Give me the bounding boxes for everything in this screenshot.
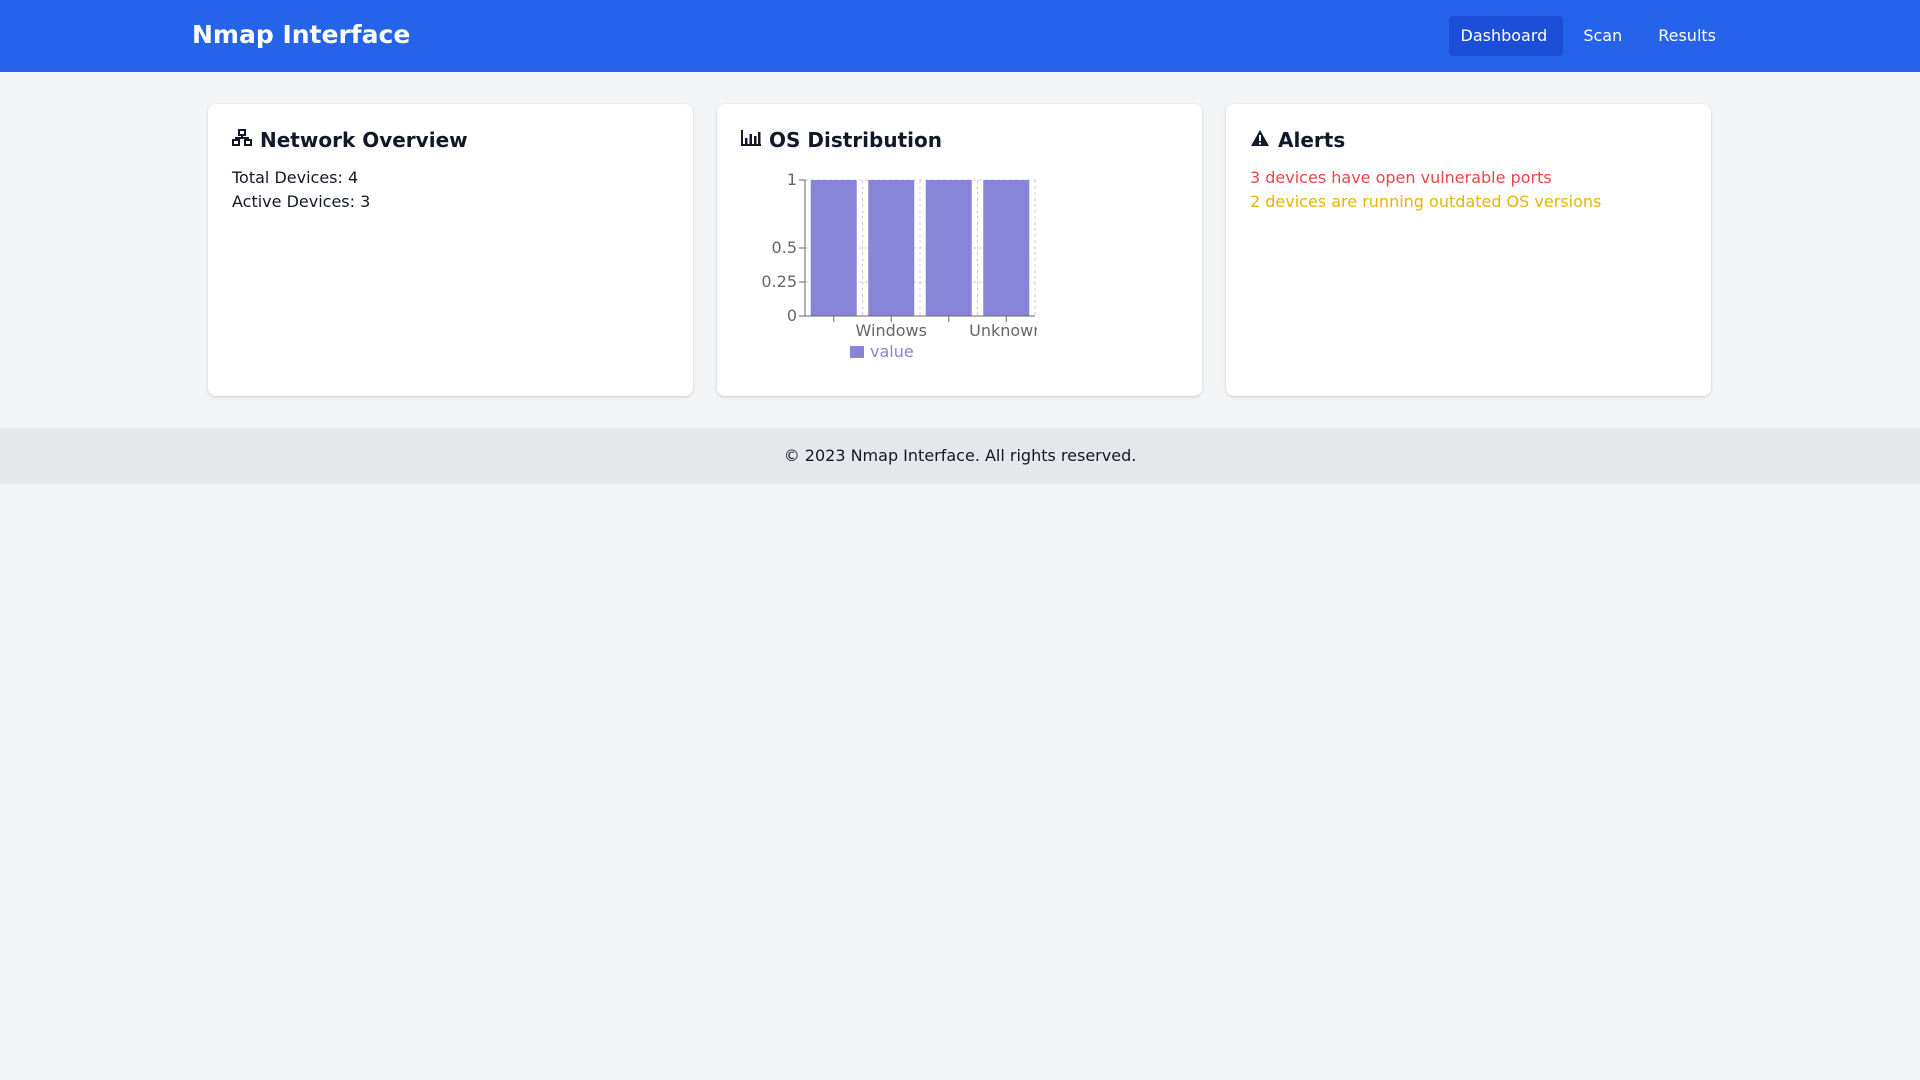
chart-bar	[983, 180, 1030, 316]
alert-item: 3 devices have open vulnerable ports	[1250, 168, 1552, 187]
alert-item: 2 devices are running outdated OS versio…	[1250, 192, 1602, 211]
alerts-title: Alerts	[1250, 128, 1687, 152]
y-tick-label: 0.25	[761, 272, 797, 291]
y-tick-label: 1	[787, 172, 797, 189]
footer: © 2023 Nmap Interface. All rights reserv…	[0, 428, 1920, 484]
network-overview-title: Network Overview	[232, 128, 669, 152]
dashboard-main: Network Overview Total Devices: 4 Active…	[0, 72, 1920, 428]
chart-bar	[868, 180, 915, 316]
x-tick-label: Unknown	[969, 321, 1037, 340]
os-chart: 0 0.25 0.5 1 Windows Unknown value	[717, 170, 1043, 386]
bar-chart-icon	[741, 128, 761, 152]
nav-scan[interactable]: Scan	[1583, 26, 1623, 45]
network-overview-label: Network Overview	[260, 128, 468, 152]
os-distribution-title: OS Distribution	[741, 128, 1178, 152]
active-devices: Active Devices: 3	[232, 192, 371, 211]
network-overview-card: Network Overview Total Devices: 4 Active…	[208, 104, 693, 396]
app-title: Nmap Interface	[192, 20, 411, 49]
y-tick-label: 0.5	[772, 238, 797, 257]
alerts-label: Alerts	[1278, 128, 1346, 152]
nav-results[interactable]: Results	[1658, 26, 1716, 45]
total-devices: Total Devices: 4	[232, 168, 359, 187]
os-distribution-label: OS Distribution	[769, 128, 942, 152]
x-tick-label: Windows	[856, 321, 927, 340]
os-chart-svg: 0 0.25 0.5 1 Windows Unknown value	[761, 170, 1043, 361]
chart-bar	[925, 180, 972, 316]
nav-dashboard[interactable]: Dashboard	[1448, 16, 1564, 56]
chart-bar	[810, 180, 857, 316]
top-bar: Nmap Interface Dashboard Scan Results	[0, 0, 1920, 72]
legend-label: value	[870, 342, 914, 361]
main-nav: Dashboard Scan Results	[1448, 16, 1729, 56]
legend-swatch	[850, 346, 864, 358]
network-icon	[232, 128, 252, 152]
os-distribution-card: OS Distribution 0 0.25 0.5 1 Windows Unknown v…	[717, 104, 1202, 396]
warning-icon	[1250, 128, 1270, 152]
y-tick-label: 0	[787, 306, 797, 325]
alerts-card: Alerts 3 devices have open vulnerable po…	[1226, 104, 1711, 396]
